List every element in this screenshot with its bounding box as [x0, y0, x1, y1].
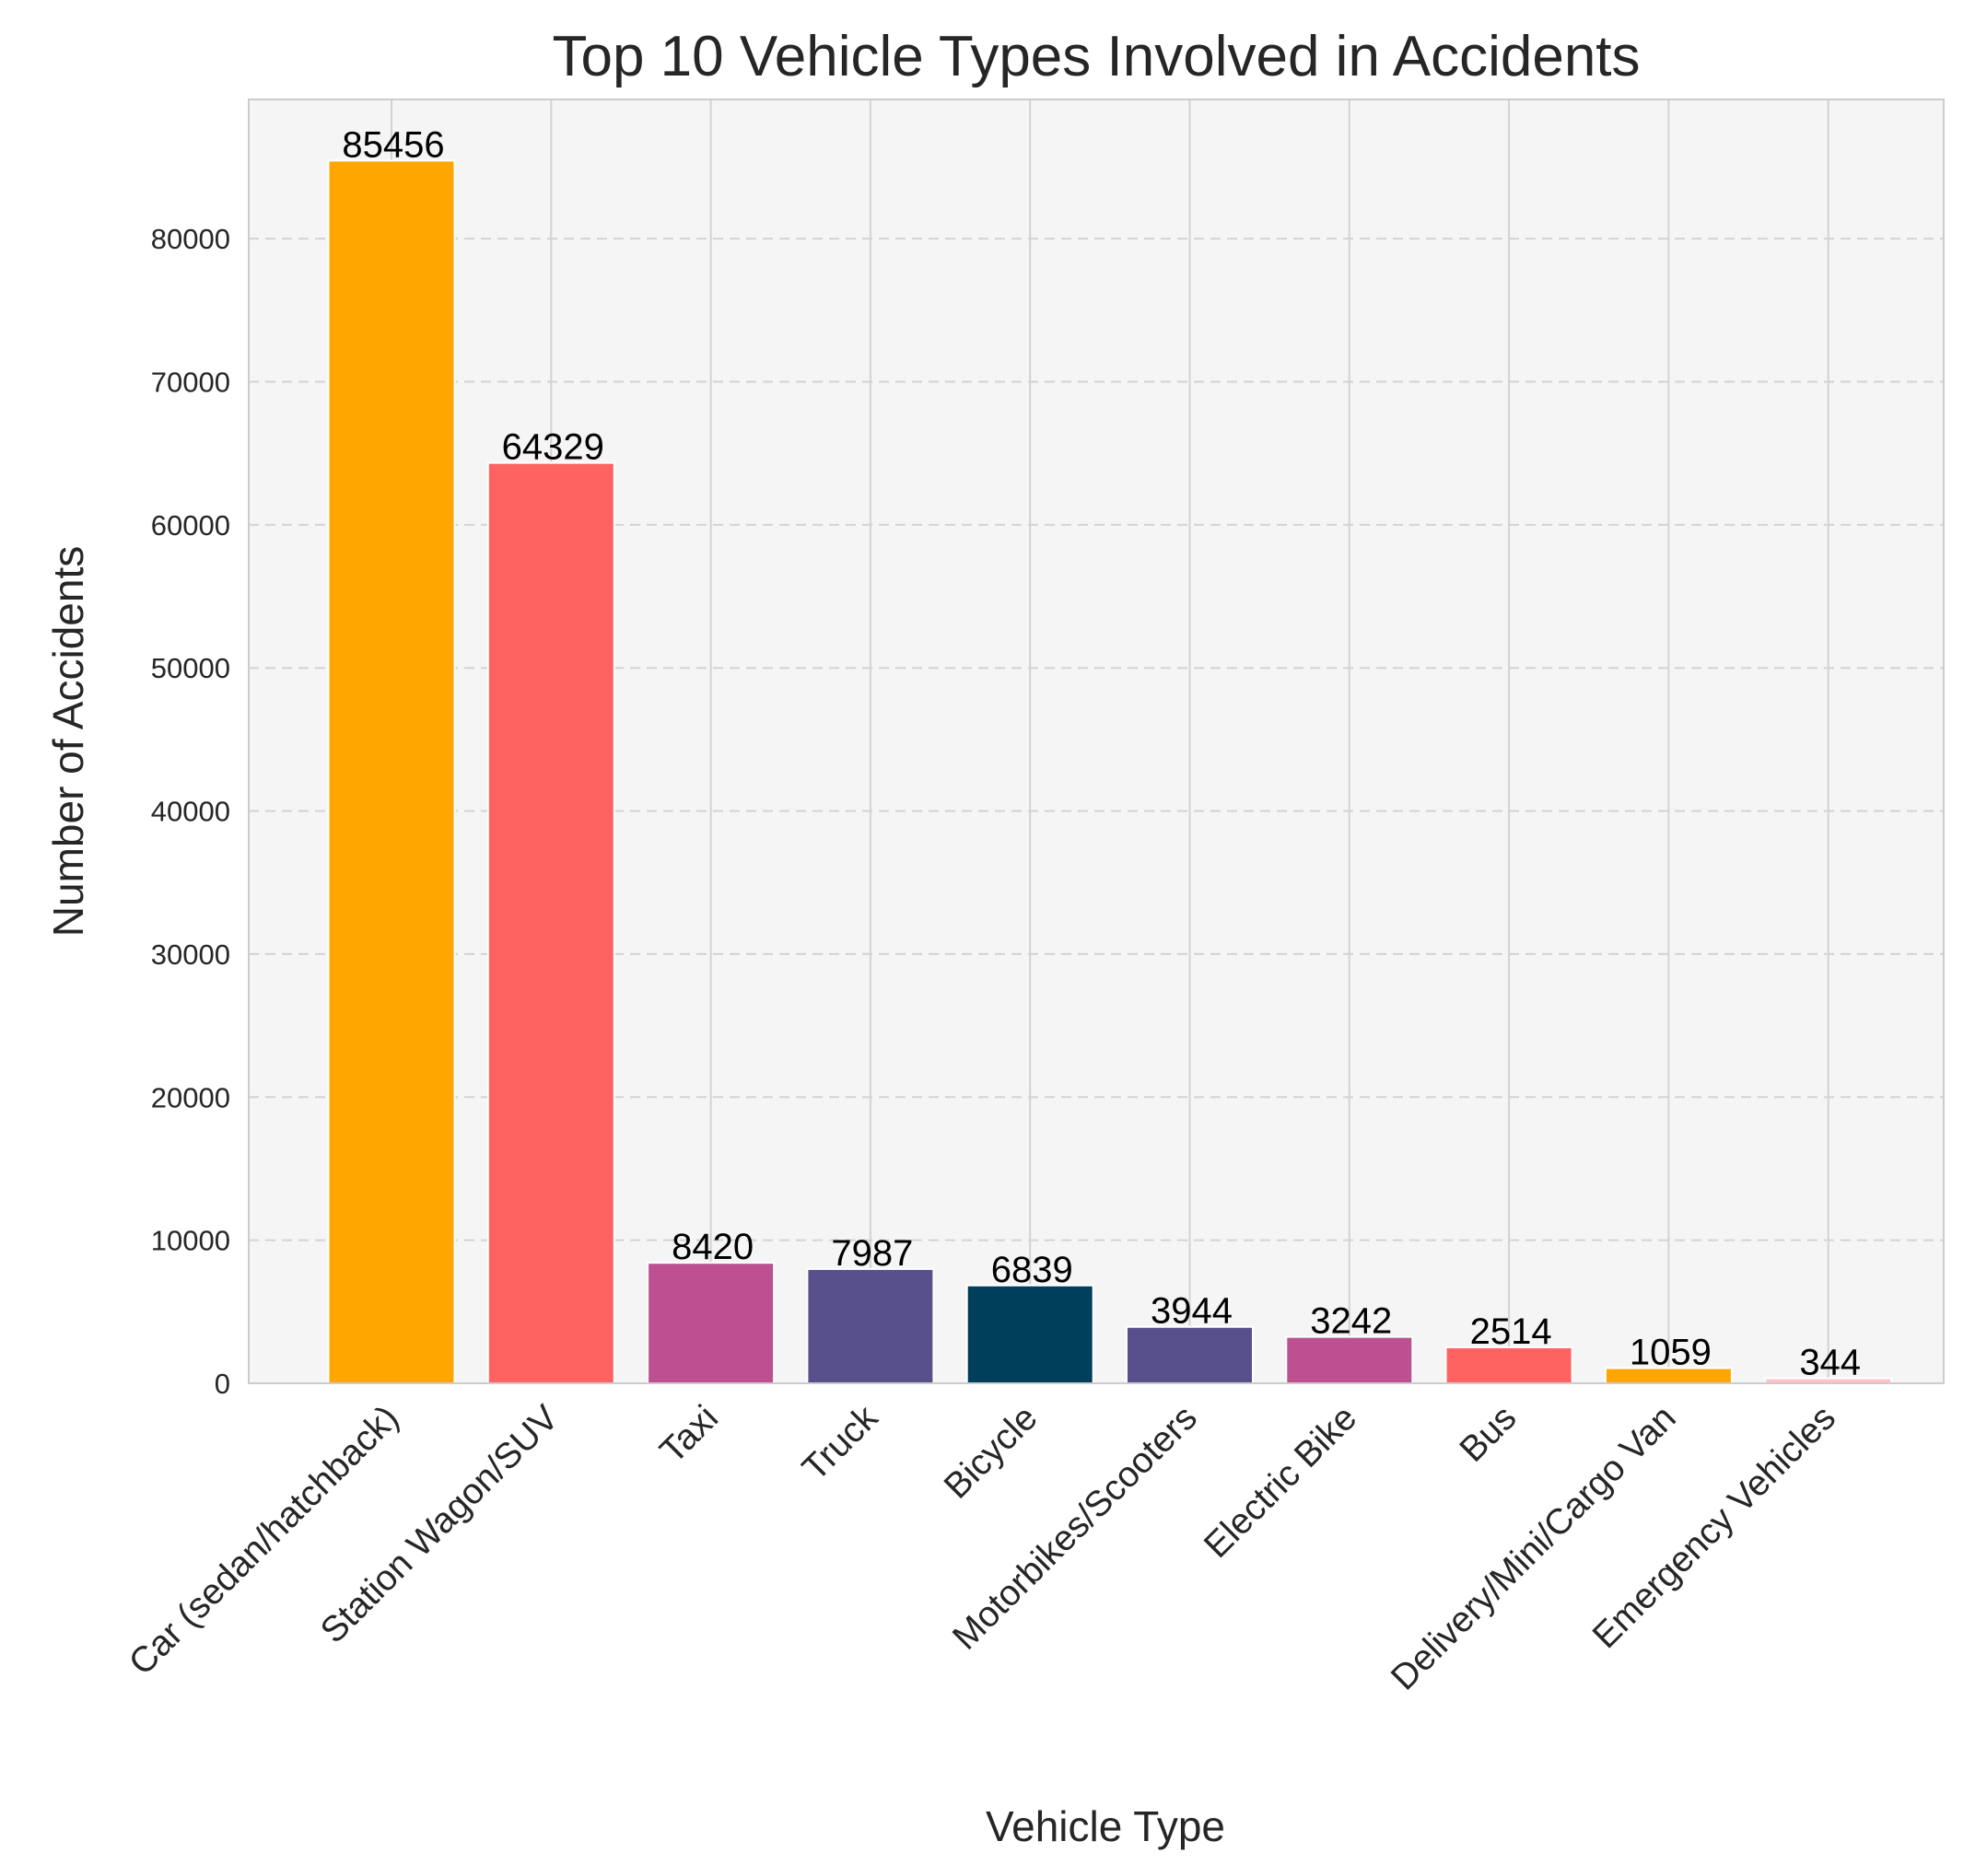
x-tick-labels: Car (sedan/hatchback)Station Wagon/SUV Ta… [122, 1398, 1843, 1698]
x-tick-label: Bus [1453, 1398, 1525, 1470]
y-tick-labels: 0 10000 20000 30000 40000 50000 60000 70000 8000… [151, 223, 230, 1400]
x-tick-label: Car (sedan/hatchback) [122, 1398, 406, 1683]
bar [806, 1267, 935, 1385]
y-tick-label: 80000 [151, 223, 230, 255]
bar-value-labels: 85456 64329 8420 7987 6839 3944 3242 2514 1059 34… [342, 124, 1861, 1382]
y-tick-label: 10000 [151, 1225, 230, 1257]
x-tick-label: Truck [795, 1398, 886, 1489]
bar-value-label: 2514 [1470, 1311, 1552, 1352]
bar [647, 1262, 776, 1384]
y-tick-label: 20000 [151, 1081, 230, 1113]
bar-value-label: 85456 [342, 124, 444, 165]
x-tick-label: Delivery/Mini/Cargo Van [1384, 1398, 1684, 1698]
bar [1126, 1325, 1254, 1384]
y-axis-label: Number of Accidents [44, 546, 92, 937]
bar-value-label: 64329 [502, 427, 604, 468]
bar [1444, 1346, 1573, 1384]
bar-value-label: 344 [1799, 1343, 1861, 1383]
bar [965, 1284, 1094, 1385]
bars [327, 159, 1893, 1385]
y-tick-label: 50000 [151, 652, 230, 684]
bar-value-label: 3242 [1310, 1301, 1392, 1342]
y-tick-label: 30000 [151, 938, 230, 971]
x-tick-label: Taxi [653, 1398, 726, 1471]
bar-value-label: 1059 [1630, 1333, 1712, 1373]
chart-title: Top 10 Vehicle Types Involved in Acciden… [552, 25, 1640, 88]
x-tick-label: Electric Bike [1197, 1398, 1364, 1566]
x-axis-label: Vehicle Type [986, 1802, 1225, 1850]
bar [486, 461, 615, 1384]
bar-value-label: 7987 [831, 1233, 913, 1274]
plot-frame [248, 99, 1945, 1384]
y-tick-label: 60000 [151, 509, 230, 542]
y-tick-label: 40000 [151, 796, 230, 828]
bar-value-label: 3944 [1151, 1291, 1233, 1332]
y-tick-label: 0 [215, 1368, 230, 1400]
bar-value-label: 8420 [672, 1227, 754, 1267]
bar [327, 159, 456, 1384]
bar [1285, 1335, 1414, 1385]
y-tick-label: 70000 [151, 367, 230, 399]
bar-value-label: 6839 [991, 1250, 1073, 1290]
x-tick-label: Bicycle [937, 1398, 1046, 1507]
